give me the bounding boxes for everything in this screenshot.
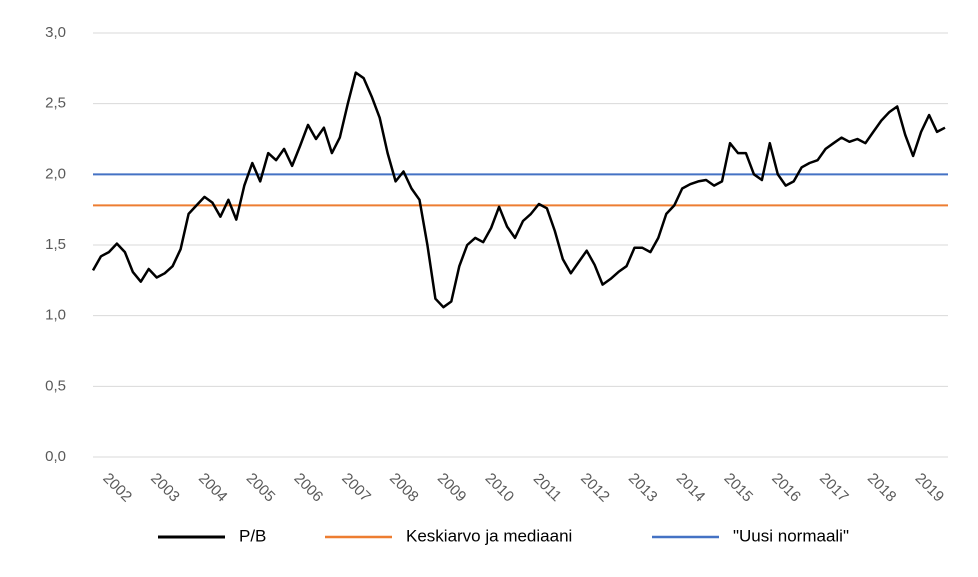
x-tick-label: 2005 <box>243 470 279 506</box>
x-tick-label: 2019 <box>912 470 948 506</box>
x-tick-label: 2010 <box>482 470 518 506</box>
x-tick-label: 2006 <box>291 470 327 506</box>
legend-label: P/B <box>239 526 266 545</box>
x-tick-label: 2017 <box>816 470 852 506</box>
series-line <box>91 71 946 309</box>
x-tick-label: 2014 <box>673 470 709 506</box>
y-tick-label: 2,0 <box>45 165 66 182</box>
x-tick-label: 2018 <box>864 470 900 506</box>
x-tick-label: 2004 <box>195 470 231 506</box>
y-tick-label: 1,0 <box>45 307 66 324</box>
x-tick-label: 2011 <box>530 470 565 505</box>
y-tick-label: 0,0 <box>45 448 66 465</box>
x-tick-label: 2007 <box>338 470 374 506</box>
y-tick-label: 2,5 <box>45 95 66 112</box>
y-tick-label: 1,5 <box>45 236 66 253</box>
x-tick-label: 2012 <box>577 470 613 506</box>
x-tick-label: 2002 <box>99 470 135 506</box>
legend-label: Keskiarvo ja mediaani <box>406 526 572 545</box>
x-tick-label: 2015 <box>721 470 757 506</box>
legend-label: "Uusi normaali" <box>733 526 849 545</box>
x-tick-label: 2009 <box>434 470 470 506</box>
y-tick-label: 3,0 <box>45 24 66 41</box>
x-tick-label: 2008 <box>386 470 422 506</box>
x-tick-label: 2013 <box>625 470 661 506</box>
x-tick-label: 2003 <box>147 470 183 506</box>
y-tick-label: 0,5 <box>45 377 66 394</box>
x-tick-label: 2016 <box>768 470 804 506</box>
